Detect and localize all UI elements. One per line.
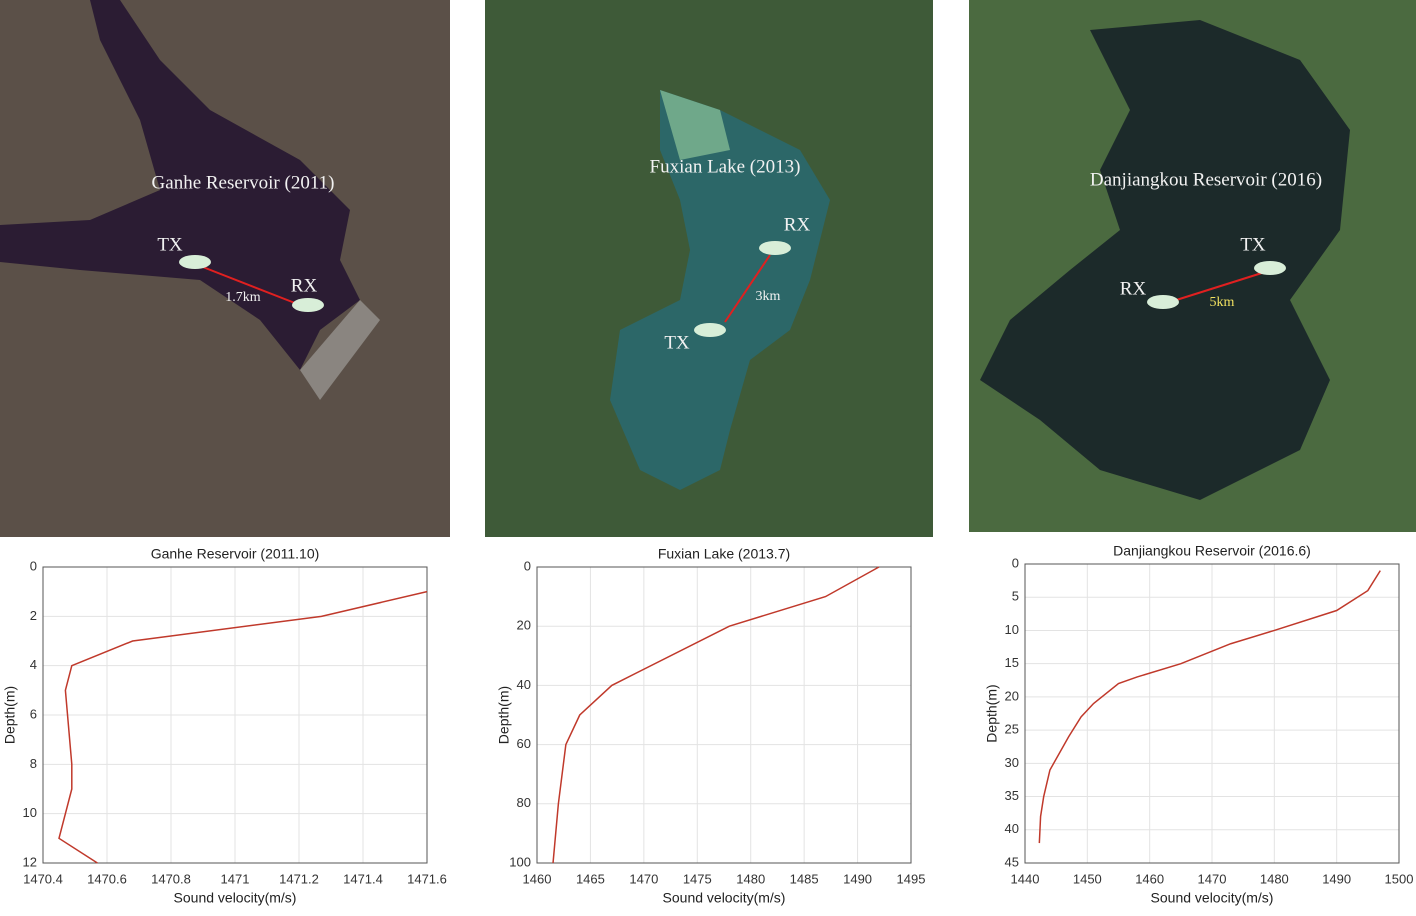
y-tick-label: 10 bbox=[1005, 622, 1019, 637]
x-tick-label: 1471 bbox=[221, 871, 250, 886]
x-tick-label: 1500 bbox=[1385, 871, 1414, 886]
rx-label: RX bbox=[784, 214, 811, 235]
rx-label: RX bbox=[291, 275, 318, 296]
x-tick-label: 1471.2 bbox=[279, 871, 319, 886]
distance-label: 3km bbox=[756, 289, 781, 304]
y-tick-label: 100 bbox=[509, 854, 531, 869]
x-tick-label: 1460 bbox=[523, 871, 552, 886]
y-tick-label: 10 bbox=[23, 805, 37, 820]
plot-frame bbox=[536, 566, 912, 864]
x-tick-label: 1471.4 bbox=[343, 871, 383, 886]
velocity-line bbox=[1038, 570, 1381, 844]
y-tick-label: 20 bbox=[1005, 688, 1019, 703]
y-tick-label: 80 bbox=[517, 795, 531, 810]
plot-area bbox=[537, 567, 911, 863]
chart-title: Fuxian Lake (2013.7) bbox=[658, 546, 790, 562]
y-axis-label: Depth(m) bbox=[2, 686, 18, 744]
x-tick-label: 1495 bbox=[897, 871, 926, 886]
x-tick-label: 1490 bbox=[1322, 871, 1351, 886]
y-tick-label: 30 bbox=[1005, 755, 1019, 770]
tx-label: TX bbox=[157, 234, 183, 255]
y-tick-label: 35 bbox=[1005, 788, 1019, 803]
x-tick-label: 1475 bbox=[683, 871, 712, 886]
x-axis-label: Sound velocity(m/s) bbox=[174, 890, 297, 906]
y-tick-label: 60 bbox=[517, 736, 531, 751]
x-tick-label: 1450 bbox=[1073, 871, 1102, 886]
x-tick-label: 1470.8 bbox=[151, 871, 191, 886]
tx-label: TX bbox=[664, 332, 690, 353]
map-title: Danjiangkou Reservoir (2016) bbox=[1090, 169, 1322, 190]
tx-label: TX bbox=[1240, 234, 1266, 255]
chart: 1460 1465 1470 1475 1480 1485 1490 1495 0 20 40 60 8… bbox=[496, 546, 926, 906]
x-tick-label: 1480 bbox=[736, 871, 765, 886]
x-tick-label: 1470 bbox=[629, 871, 658, 886]
y-tick-label: 40 bbox=[1005, 821, 1019, 836]
x-tick-label: 1460 bbox=[1135, 871, 1164, 886]
y-tick-label: 0 bbox=[30, 558, 37, 573]
y-tick-label: 4 bbox=[30, 657, 37, 672]
plot-frame bbox=[1024, 563, 1400, 864]
chart: 1470.4 1470.6 1470.8 1471 1471.2 1471.4 1471.6… bbox=[2, 546, 447, 906]
x-axis-label: Sound velocity(m/s) bbox=[1151, 890, 1274, 906]
y-tick-label: 6 bbox=[30, 706, 37, 721]
velocity-line bbox=[552, 566, 880, 864]
rx-label: RX bbox=[1120, 278, 1147, 299]
x-tick-label: 1470.4 bbox=[23, 871, 63, 886]
x-tick-label: 1471.6 bbox=[407, 871, 447, 886]
y-tick-label: 12 bbox=[23, 854, 37, 869]
chart: 1440 1450 1460 1470 1480 1490 1500 0 5 10 15 20 25 30… bbox=[984, 543, 1414, 906]
y-tick-label: 0 bbox=[1012, 555, 1019, 570]
y-tick-label: 40 bbox=[517, 677, 531, 692]
y-axis-label: Depth(m) bbox=[984, 684, 1000, 742]
y-tick-label: 0 bbox=[524, 558, 531, 573]
x-tick-label: 1470.6 bbox=[87, 871, 127, 886]
x-tick-label: 1480 bbox=[1260, 871, 1289, 886]
y-axis-label: Depth(m) bbox=[496, 686, 512, 744]
y-tick-label: 25 bbox=[1005, 722, 1019, 737]
x-tick-label: 1440 bbox=[1011, 871, 1040, 886]
chart-title: Danjiangkou Reservoir (2016.6) bbox=[1113, 543, 1311, 559]
x-tick-label: 1470 bbox=[1198, 871, 1227, 886]
y-tick-label: 15 bbox=[1005, 655, 1019, 670]
map-title: Fuxian Lake (2013) bbox=[650, 156, 801, 177]
y-tick-label: 20 bbox=[517, 618, 531, 633]
chart-title: Ganhe Reservoir (2011.10) bbox=[151, 546, 320, 562]
velocity-line bbox=[58, 590, 428, 864]
distance-label: 1.7km bbox=[225, 290, 261, 305]
x-tick-label: 1465 bbox=[576, 871, 605, 886]
map-danjiangkou: Danjiangkou Reservoir (2016) TX RX 5km bbox=[969, 0, 1416, 532]
x-axis-label: Sound velocity(m/s) bbox=[663, 890, 786, 906]
distance-label: 5km bbox=[1210, 295, 1235, 310]
map-fuxian: Fuxian Lake (2013) RX TX 3km bbox=[485, 0, 933, 537]
map-title: Ganhe Reservoir (2011) bbox=[152, 172, 335, 193]
y-tick-label: 5 bbox=[1012, 589, 1019, 604]
y-tick-label: 2 bbox=[30, 608, 37, 623]
y-tick-label: 45 bbox=[1005, 854, 1019, 869]
y-tick-label: 8 bbox=[30, 756, 37, 771]
x-tick-label: 1490 bbox=[843, 871, 872, 886]
plot-frame bbox=[42, 566, 428, 864]
map-ganhe: Ganhe Reservoir (2011) TX RX 1.7km bbox=[0, 0, 450, 537]
x-tick-label: 1485 bbox=[790, 871, 819, 886]
